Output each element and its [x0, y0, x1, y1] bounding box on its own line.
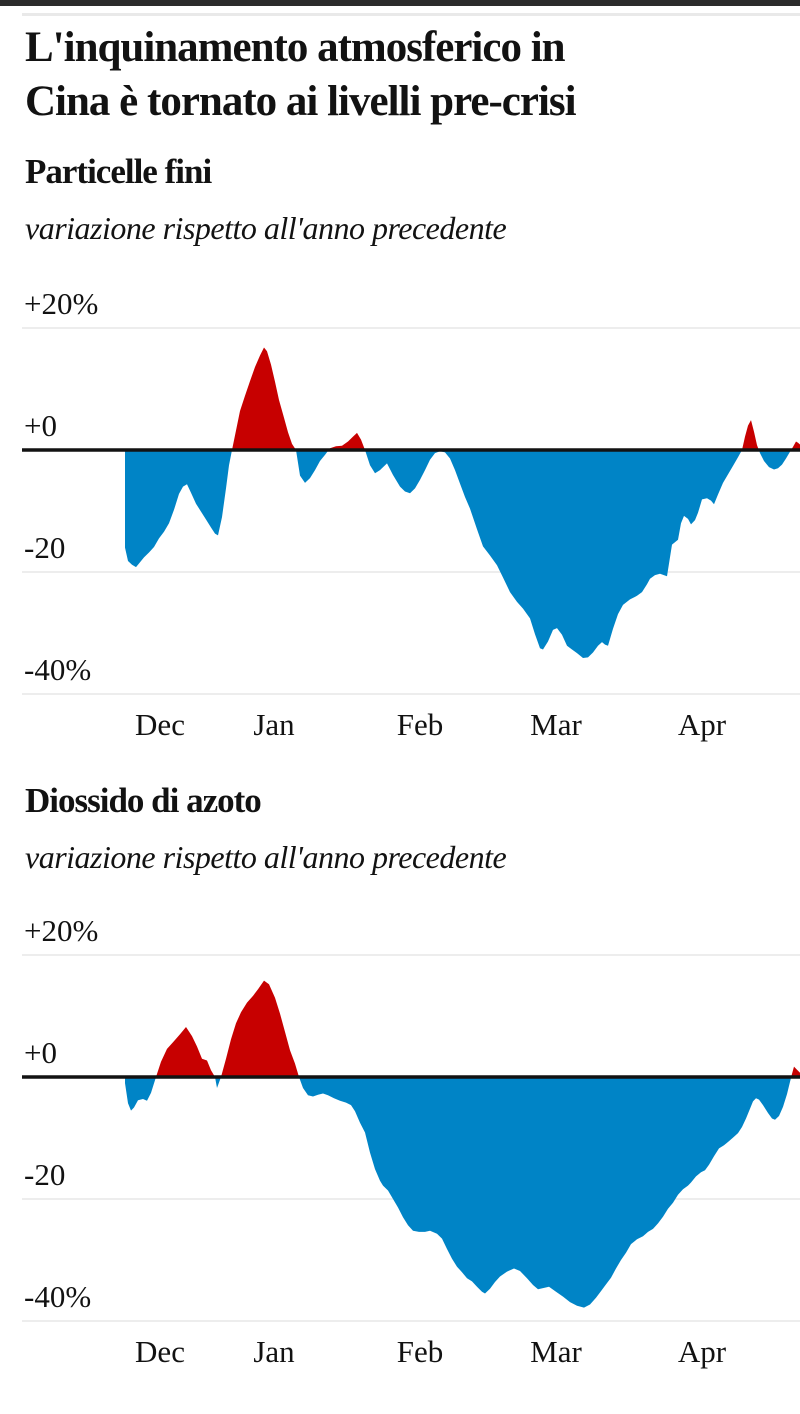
chart-subtitle: variazione rispetto all'anno precedente — [25, 210, 507, 246]
x-axis-month-label: Dec — [135, 1334, 185, 1369]
x-axis-month-label: Jan — [253, 707, 295, 742]
area-positive — [125, 347, 800, 450]
y-axis-tick-label: +0 — [24, 408, 57, 443]
x-axis-month-label: Mar — [530, 1334, 582, 1369]
x-axis-month-label: Feb — [396, 1334, 444, 1369]
area-chart-fine-particles — [22, 327, 800, 695]
page-title-line1: L'inquinamento atmosferico in — [25, 24, 566, 71]
y-axis-tick-label: +0 — [24, 1035, 57, 1070]
chart-title: Diossido di azoto — [25, 781, 262, 820]
y-axis-tick-label: -20 — [24, 1157, 66, 1192]
page-title-line2: Cina è tornato ai livelli pre-crisi — [25, 78, 577, 125]
area-negative — [125, 1077, 800, 1308]
x-axis-month-label: Mar — [530, 707, 582, 742]
x-axis-month-label: Feb — [396, 707, 444, 742]
x-axis-month-label: Apr — [677, 1334, 727, 1369]
y-axis-tick-label: -40% — [24, 652, 92, 687]
y-axis-tick-label: -40% — [24, 1279, 92, 1314]
area-chart-nitrogen-dioxide — [22, 954, 800, 1322]
chart-title: Particelle fini — [25, 152, 212, 191]
browser-top-bar — [0, 0, 800, 6]
divider-rule — [22, 13, 800, 16]
y-axis-tick-label: +20% — [24, 913, 99, 948]
area-negative — [125, 450, 800, 658]
chart-subtitle: variazione rispetto all'anno precedente — [25, 839, 507, 875]
x-axis-month-label: Dec — [135, 707, 185, 742]
x-axis-month-label: Apr — [677, 707, 727, 742]
area-positive — [125, 980, 800, 1077]
y-axis-tick-label: +20% — [24, 286, 99, 321]
x-axis-month-label: Jan — [253, 1334, 295, 1369]
page-title: L'inquinamento atmosferico in Cina è torn… — [25, 21, 765, 129]
y-axis-tick-label: -20 — [24, 530, 66, 565]
